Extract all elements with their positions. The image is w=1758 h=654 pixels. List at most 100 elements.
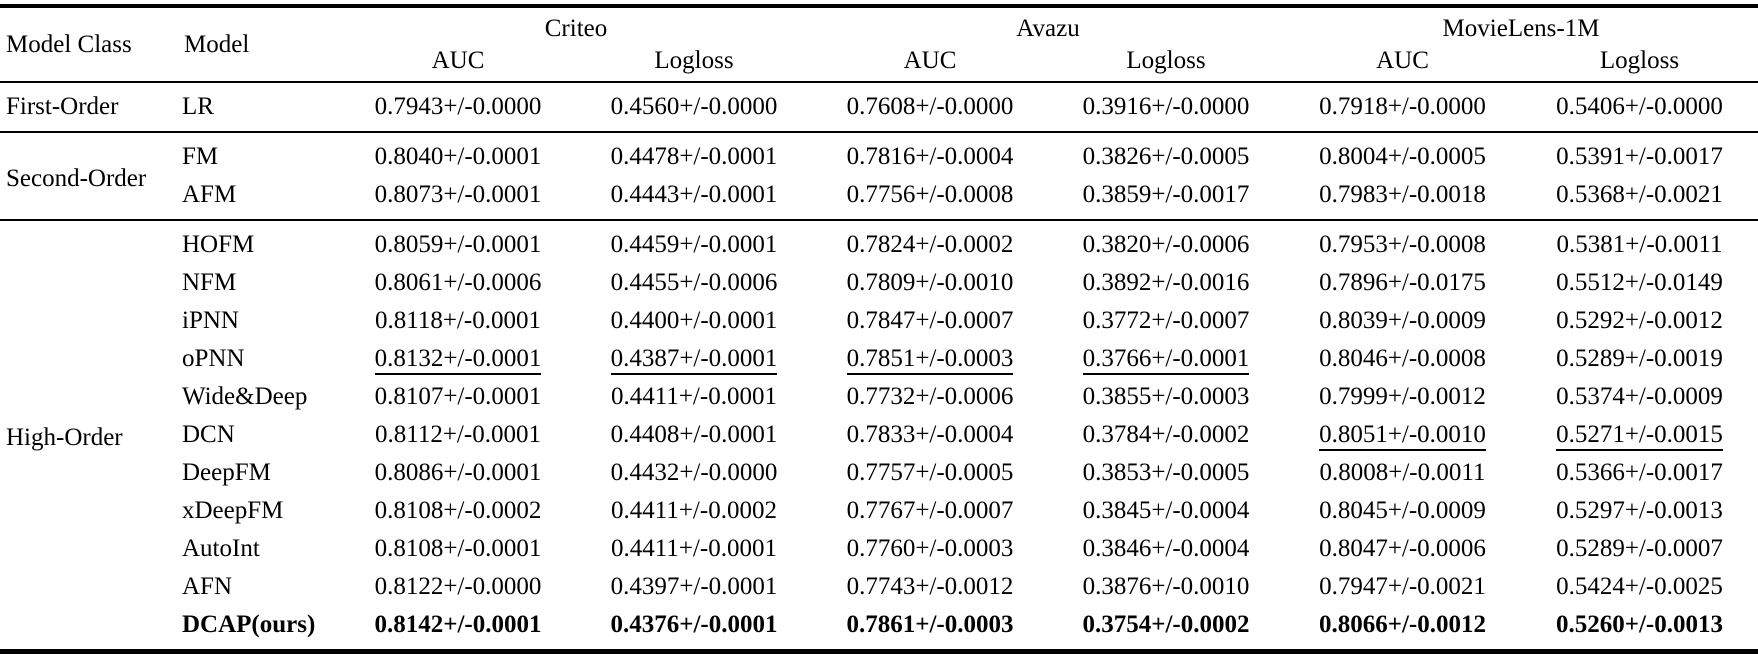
table-row: AFM 0.8073+/-0.0001 0.4443+/-0.0001 0.77… bbox=[0, 176, 1758, 220]
metric-cell: 0.3853+/-0.0005 bbox=[1082, 459, 1250, 486]
underlined-value: 0.4387+/-0.0001 bbox=[610, 345, 778, 376]
header-movielens-logloss: Logloss bbox=[1599, 47, 1680, 74]
metric-cell: 0.7756+/-0.0008 bbox=[846, 181, 1014, 208]
metric-cell: 0.8108+/-0.0001 bbox=[374, 535, 542, 562]
metric-cell: 0.5406+/-0.0000 bbox=[1556, 93, 1723, 120]
model-name-cell: DCAP(ours) bbox=[182, 611, 316, 638]
header-dataset-avazu: Avazu bbox=[1016, 15, 1080, 42]
model-name-cell: AFM bbox=[182, 181, 237, 208]
table-row: iPNN 0.8118+/-0.0001 0.4400+/-0.0001 0.7… bbox=[0, 302, 1758, 340]
model-class-cell: First-Order bbox=[6, 93, 119, 120]
metric-cell: 0.7833+/-0.0004 bbox=[846, 421, 1014, 448]
metric-cell: 0.4411+/-0.0002 bbox=[611, 497, 777, 524]
metric-cell: 0.4459+/-0.0001 bbox=[576, 219, 812, 264]
model-name-cell: xDeepFM bbox=[182, 497, 284, 524]
model-name-cell: NFM bbox=[182, 269, 237, 296]
metric-cell: 0.7743+/-0.0012 bbox=[846, 573, 1014, 600]
metric-cell: 0.7999+/-0.0012 bbox=[1319, 383, 1486, 410]
table-row: First-Order LR 0.7943+/-0.0000 0.4560+/-… bbox=[0, 82, 1758, 132]
metric-cell: 0.5391+/-0.0017 bbox=[1521, 131, 1758, 176]
metric-cell: 0.4478+/-0.0001 bbox=[576, 131, 812, 176]
metric-cell: 0.3845+/-0.0004 bbox=[1082, 497, 1250, 524]
metric-cell: 0.8051+/-0.0010 bbox=[1284, 416, 1521, 454]
metric-cell: 0.5381+/-0.0011 bbox=[1521, 219, 1758, 264]
metric-cell: 0.3855+/-0.0003 bbox=[1082, 383, 1250, 410]
model-name-cell: AutoInt bbox=[182, 535, 260, 562]
header-avazu-logloss: Logloss bbox=[1126, 47, 1206, 74]
model-name-cell: HOFM bbox=[178, 219, 340, 264]
table-row: AFN 0.8122+/-0.0000 0.4397+/-0.0001 0.77… bbox=[0, 568, 1758, 606]
header-criteo-auc: AUC bbox=[431, 47, 485, 74]
model-name-cell: LR bbox=[182, 93, 214, 120]
header-dataset-criteo: Criteo bbox=[544, 15, 608, 42]
metric-cell: 0.8118+/-0.0001 bbox=[375, 307, 541, 334]
metric-cell: 0.4560+/-0.0000 bbox=[610, 93, 778, 120]
metric-cell: 0.7757+/-0.0005 bbox=[846, 459, 1014, 486]
metric-cell: 0.4455+/-0.0006 bbox=[610, 269, 778, 296]
metric-cell: 0.3859+/-0.0017 bbox=[1082, 181, 1250, 208]
header-avazu-auc: AUC bbox=[903, 47, 957, 74]
underlined-value: 0.8132+/-0.0001 bbox=[374, 345, 542, 376]
model-name-cell: DCN bbox=[182, 421, 235, 448]
metric-cell: 0.3826+/-0.0005 bbox=[1048, 131, 1284, 176]
metric-cell: 0.7918+/-0.0000 bbox=[1319, 93, 1486, 120]
model-name-cell: iPNN bbox=[182, 307, 239, 334]
metric-cell: 0.3916+/-0.0000 bbox=[1082, 93, 1250, 120]
metric-cell: 0.7767+/-0.0007 bbox=[846, 497, 1014, 524]
model-name-cell: DeepFM bbox=[182, 459, 271, 486]
metric-cell: 0.7847+/-0.0007 bbox=[846, 307, 1014, 334]
metric-cell: 0.5289+/-0.0019 bbox=[1556, 345, 1723, 372]
metric-cell: 0.3876+/-0.0010 bbox=[1082, 573, 1250, 600]
metric-cell: 0.8059+/-0.0001 bbox=[340, 219, 576, 264]
table-row: NFM 0.8061+/-0.0006 0.4455+/-0.0006 0.78… bbox=[0, 264, 1758, 302]
metric-cell: 0.8047+/-0.0006 bbox=[1319, 535, 1486, 562]
model-comparison-table: Model Class Model Criteo Avazu MovieLens… bbox=[0, 4, 1758, 654]
metric-cell: 0.8039+/-0.0009 bbox=[1319, 307, 1486, 334]
metric-cell: 0.3846+/-0.0004 bbox=[1082, 535, 1250, 562]
metric-cell: 0.7824+/-0.0002 bbox=[812, 219, 1048, 264]
metric-cell: 0.8112+/-0.0001 bbox=[375, 421, 541, 448]
metric-cell: 0.3820+/-0.0006 bbox=[1048, 219, 1284, 264]
metric-cell: 0.7983+/-0.0018 bbox=[1319, 181, 1486, 208]
metric-cell: 0.7732+/-0.0006 bbox=[846, 383, 1014, 410]
header-criteo-logloss: Logloss bbox=[654, 47, 734, 74]
metric-cell: 0.4432+/-0.0000 bbox=[610, 459, 778, 486]
header-model-class: Model Class bbox=[6, 30, 132, 58]
metric-cell: 0.4387+/-0.0001 bbox=[576, 340, 812, 378]
table-row: xDeepFM 0.8108+/-0.0002 0.4411+/-0.0002 … bbox=[0, 492, 1758, 530]
metric-cell: 0.7953+/-0.0008 bbox=[1284, 219, 1521, 264]
metric-cell: 0.7896+/-0.0175 bbox=[1319, 269, 1486, 296]
metric-cell: 0.5271+/-0.0015 bbox=[1521, 416, 1758, 454]
metric-cell: 0.8108+/-0.0002 bbox=[374, 497, 542, 524]
table-row: DeepFM 0.8086+/-0.0001 0.4432+/-0.0000 0… bbox=[0, 454, 1758, 492]
model-name-cell: AFN bbox=[182, 573, 233, 600]
table-row: Second-Order FM 0.8040+/-0.0001 0.4478+/… bbox=[0, 131, 1758, 220]
header-dataset-movielens: MovieLens-1M bbox=[1442, 15, 1600, 42]
metric-cell: 0.8008+/-0.0011 bbox=[1319, 459, 1486, 486]
metric-cell: 0.7760+/-0.0003 bbox=[846, 535, 1014, 562]
metric-cell: 0.8040+/-0.0001 bbox=[340, 131, 576, 176]
metric-cell: 0.8045+/-0.0009 bbox=[1319, 497, 1486, 524]
metric-cell: 0.8142+/-0.0001 bbox=[374, 611, 542, 638]
metric-cell: 0.8066+/-0.0012 bbox=[1318, 611, 1487, 638]
metric-cell: 0.8073+/-0.0001 bbox=[374, 181, 542, 208]
metric-cell: 0.8086+/-0.0001 bbox=[374, 459, 542, 486]
table-row: Wide&Deep 0.8107+/-0.0001 0.4411+/-0.000… bbox=[0, 378, 1758, 416]
table-row: DCN 0.8112+/-0.0001 0.4408+/-0.0001 0.78… bbox=[0, 416, 1758, 454]
metric-cell: 0.7861+/-0.0003 bbox=[846, 611, 1014, 638]
model-name-cell: Wide&Deep bbox=[182, 383, 308, 410]
metric-cell: 0.8004+/-0.0005 bbox=[1284, 131, 1521, 176]
metric-cell: 0.4397+/-0.0001 bbox=[610, 573, 778, 600]
metric-cell: 0.4411+/-0.0001 bbox=[611, 383, 777, 410]
metric-cell: 0.4443+/-0.0001 bbox=[610, 181, 778, 208]
metric-cell: 0.3772+/-0.0007 bbox=[1082, 307, 1250, 334]
model-name-cell: oPNN bbox=[182, 345, 245, 372]
metric-cell: 0.7608+/-0.0000 bbox=[846, 93, 1014, 120]
metric-cell: 0.5289+/-0.0007 bbox=[1556, 535, 1723, 562]
metric-cell: 0.3766+/-0.0001 bbox=[1048, 340, 1284, 378]
metric-cell: 0.4400+/-0.0001 bbox=[610, 307, 778, 334]
table-row: AutoInt 0.8108+/-0.0001 0.4411+/-0.0001 … bbox=[0, 530, 1758, 568]
metric-cell: 0.4376+/-0.0001 bbox=[610, 611, 778, 638]
model-class-cell: Second-Order bbox=[0, 131, 178, 220]
metric-cell: 0.8122+/-0.0000 bbox=[374, 573, 542, 600]
